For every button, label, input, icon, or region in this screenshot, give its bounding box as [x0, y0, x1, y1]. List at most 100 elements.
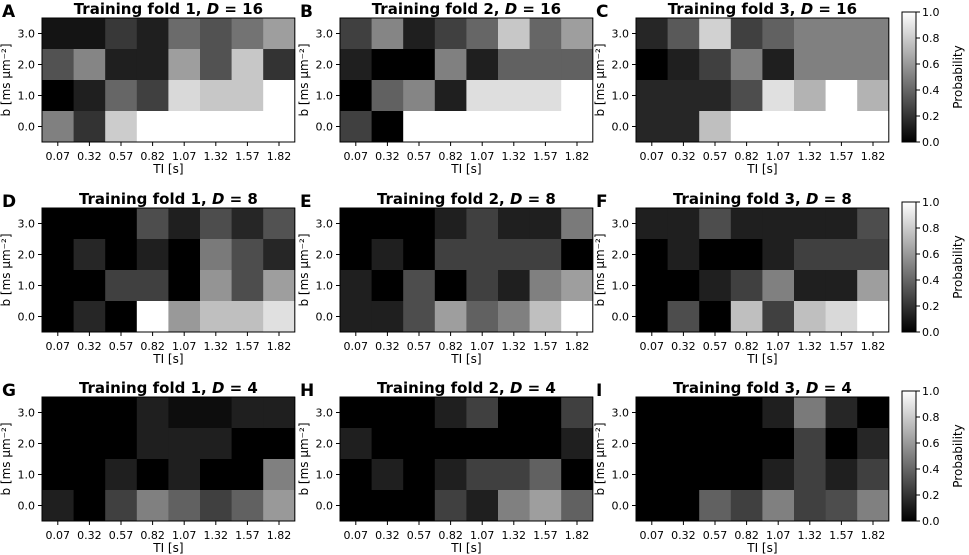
x-tick-label: 0.57 — [703, 529, 728, 542]
heatmap-cell — [42, 80, 74, 112]
plot-frame — [339, 207, 594, 333]
heatmap-cell — [136, 18, 169, 50]
colorbar-tick-label: 0.2 — [922, 300, 940, 313]
colorbar-tick-label: 1.0 — [922, 6, 940, 19]
heatmap-cell — [136, 49, 169, 81]
heatmap-cell — [730, 428, 763, 460]
panel-letter: B — [300, 2, 313, 22]
x-tick-label: 1.32 — [798, 150, 823, 163]
heatmap-cell — [105, 459, 138, 491]
heatmap-cell — [200, 490, 232, 522]
x-tick-label: 1.32 — [204, 340, 229, 353]
heatmap-cell — [825, 301, 858, 333]
heatmap-cell — [136, 490, 169, 522]
x-tick-label: 0.82 — [140, 529, 165, 542]
heatmap-cell — [498, 111, 530, 143]
heatmap-cell — [105, 301, 138, 333]
heatmap-cell — [42, 428, 74, 460]
heatmap-cell — [73, 208, 106, 240]
heatmap-cell — [466, 18, 499, 50]
heatmap-cell — [168, 490, 201, 522]
heatmap-cell — [263, 18, 296, 50]
heatmap-cell — [136, 428, 169, 460]
heatmap-cell — [231, 397, 264, 429]
x-tick-label: 0.82 — [734, 150, 759, 163]
heatmap-cell — [263, 239, 296, 271]
x-tick-label: 0.07 — [640, 340, 665, 353]
heatmap-cell — [561, 428, 594, 460]
colorbar-tick-label: 0.6 — [922, 248, 940, 261]
x-tick-label: 0.32 — [671, 340, 696, 353]
heatmap-cell — [498, 490, 530, 522]
heatmap-cell — [263, 428, 296, 460]
heatmap-cell — [434, 428, 467, 460]
heatmap-panel-b: B Training fold 2, D = 16 3.0 2.0 1.0 0.0 0.07… — [297, 0, 594, 176]
heatmap-cell — [857, 111, 890, 143]
heatmap-cell — [168, 80, 201, 112]
heatmap-cell — [434, 80, 467, 112]
y-axis-label: b [ms μm⁻²] — [0, 43, 13, 116]
heatmap-cell — [403, 397, 436, 429]
heatmap-cell — [667, 49, 700, 81]
heatmap-cell — [561, 459, 594, 491]
heatmap-cell — [825, 490, 858, 522]
heatmap-cell — [168, 459, 201, 491]
heatmap-cell — [136, 239, 169, 271]
colorbar-tick-label: 1.0 — [922, 385, 940, 398]
heatmap-cell — [636, 80, 668, 112]
x-axis-label: TI [s] — [152, 541, 183, 555]
heatmap-cell — [561, 80, 594, 112]
heatmap-cell — [231, 49, 264, 81]
heatmap-cell — [857, 428, 890, 460]
heatmap-cell — [371, 18, 404, 50]
x-tick-label: 0.07 — [46, 340, 71, 353]
heatmap-cell — [136, 111, 169, 143]
heatmap-cell — [794, 397, 826, 429]
heatmap-cell — [263, 111, 296, 143]
colorbar-label: Probability — [951, 45, 965, 108]
heatmap-cell — [762, 80, 795, 112]
heatmap-cell — [794, 490, 826, 522]
heatmap-cell — [466, 490, 499, 522]
heatmap-cell — [200, 428, 232, 460]
heatmap-cell — [136, 208, 169, 240]
plot-frame — [41, 207, 296, 333]
x-tick-label: 1.07 — [470, 340, 495, 353]
y-tick-label: 1.0 — [316, 280, 334, 293]
heatmap-cell — [73, 490, 106, 522]
heatmap-cell — [529, 18, 562, 50]
heatmap-cell — [105, 208, 138, 240]
heatmap-cell — [561, 397, 594, 429]
heatmap-cell — [794, 49, 826, 81]
colorbar-tick-label: 0.8 — [922, 222, 940, 235]
y-tick-label: 2.0 — [316, 438, 334, 451]
y-tick-label: 0.0 — [612, 311, 630, 324]
heatmap-cell — [434, 459, 467, 491]
y-tick-label: 2.0 — [316, 59, 334, 72]
y-tick-label: 3.0 — [612, 407, 630, 420]
heatmap-cell — [857, 208, 890, 240]
heatmap-cell — [636, 459, 668, 491]
heatmap-cell — [434, 111, 467, 143]
panel-title: Training fold 1, D = 16 — [74, 0, 263, 18]
y-axis-label: b [ms μm⁻²] — [297, 422, 311, 495]
heatmap-cell — [667, 111, 700, 143]
y-tick-label: 3.0 — [316, 407, 334, 420]
y-tick-label: 3.0 — [612, 28, 630, 41]
y-axis-label: b [ms μm⁻²] — [0, 422, 13, 495]
x-tick-label: 1.82 — [861, 529, 886, 542]
heatmap-cell — [73, 49, 106, 81]
y-tick-label: 0.0 — [612, 500, 630, 513]
heatmap-cell — [825, 208, 858, 240]
x-tick-label: 1.82 — [267, 529, 292, 542]
heatmap-cell — [730, 239, 763, 271]
heatmap-cell — [371, 239, 404, 271]
heatmap-cell — [371, 428, 404, 460]
x-tick-label: 0.57 — [703, 150, 728, 163]
heatmap-cell — [168, 239, 201, 271]
heatmap-cell — [762, 270, 795, 302]
y-tick-label: 2.0 — [612, 59, 630, 72]
heatmap-cell — [529, 428, 562, 460]
heatmap-cell — [699, 397, 732, 429]
